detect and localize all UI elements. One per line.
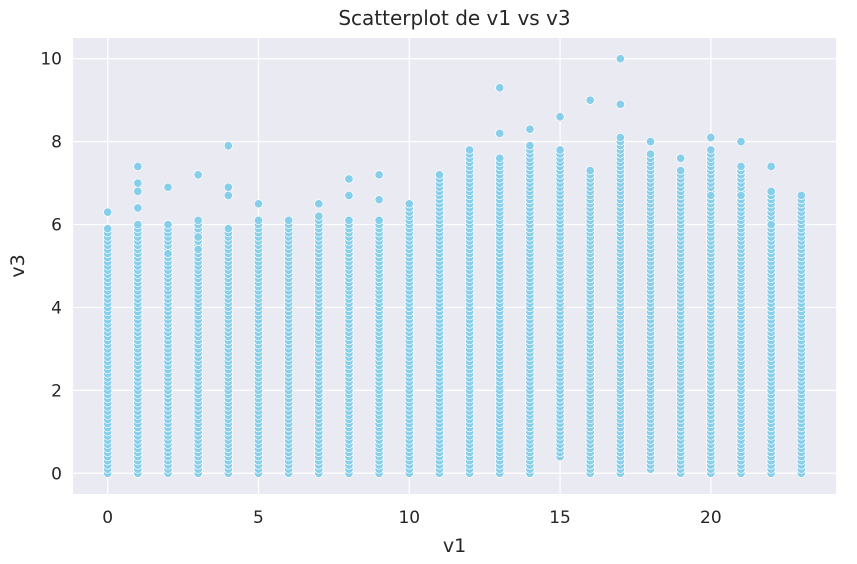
scatter-point	[223, 182, 233, 192]
x-tick-label: 20	[700, 508, 722, 528]
y-axis-label: v3	[7, 254, 29, 277]
x-axis-ticks: 0 5 10 15 20	[102, 508, 721, 528]
scatter-point	[585, 95, 595, 105]
scatter-point	[434, 170, 444, 180]
scatter-point	[495, 128, 505, 138]
y-tick-label: 10	[40, 50, 62, 70]
scatter-point	[736, 137, 746, 147]
scatter-point	[344, 215, 354, 225]
scatter-point	[555, 112, 565, 122]
y-tick-label: 8	[51, 133, 62, 153]
scatter-point	[133, 186, 143, 196]
scatter-point	[615, 132, 625, 143]
scatter-point	[374, 195, 384, 205]
scatter-point	[525, 124, 535, 134]
scatter-point	[344, 190, 354, 201]
scatter-point	[253, 215, 264, 225]
scatter-point	[706, 132, 716, 143]
scatter-point	[314, 211, 324, 221]
scatter-point	[133, 178, 143, 188]
scatter-point	[645, 137, 656, 147]
scatter-point	[736, 190, 746, 201]
scatter-point	[645, 149, 656, 159]
scatter-point	[766, 161, 776, 172]
scatter-point	[163, 219, 173, 230]
x-tick-label: 0	[102, 508, 113, 528]
scatter-point	[374, 170, 384, 180]
scatter-point	[615, 99, 625, 109]
scatter-point	[193, 170, 203, 180]
scatter-point	[133, 161, 143, 172]
scatter-point	[706, 190, 716, 201]
scatter-point	[615, 54, 625, 64]
scatter-point	[133, 219, 143, 230]
scatter-points	[103, 54, 806, 478]
y-tick-label: 4	[51, 298, 62, 318]
scatter-point	[163, 182, 173, 192]
scatter-point	[585, 166, 595, 176]
scatter-point	[284, 215, 294, 225]
scatter-point	[223, 224, 233, 234]
scatter-point	[525, 141, 535, 151]
scatter-point	[344, 174, 354, 184]
scatter-point	[253, 199, 264, 209]
scatter-point	[193, 244, 203, 254]
chart-title: Scatterplot de v1 vs v3	[338, 6, 570, 30]
plot-area	[73, 38, 836, 494]
y-axis-ticks: 0 2 4 6 8 10	[40, 50, 62, 485]
scatter-point	[193, 215, 203, 225]
scatter-point	[103, 207, 113, 217]
y-tick-label: 2	[51, 381, 62, 401]
scatter-point	[796, 190, 806, 201]
scatter-point	[736, 161, 746, 172]
scatter-point	[193, 232, 203, 242]
x-tick-label: 10	[398, 508, 420, 528]
scatter-point	[103, 224, 113, 234]
scatter-point	[223, 141, 233, 151]
x-axis-label: v1	[443, 535, 466, 557]
scatter-point	[465, 145, 475, 155]
scatter-point	[223, 190, 233, 201]
scatter-point	[133, 203, 143, 213]
x-tick-label: 5	[253, 508, 264, 528]
y-tick-label: 6	[51, 216, 62, 236]
scatter-point	[706, 145, 716, 155]
scatter-point	[495, 83, 505, 93]
scatter-point	[374, 215, 384, 225]
scatter-point	[404, 199, 414, 209]
scatter-point	[676, 166, 686, 176]
scatter-point	[314, 199, 324, 209]
scatter-point	[555, 145, 565, 155]
scatter-point	[163, 249, 173, 259]
scatter-point	[766, 219, 776, 230]
scatter-point	[495, 153, 505, 163]
y-tick-label: 0	[51, 464, 62, 484]
scatter-point	[676, 153, 686, 163]
x-tick-label: 15	[549, 508, 571, 528]
scatter-point	[766, 186, 776, 196]
